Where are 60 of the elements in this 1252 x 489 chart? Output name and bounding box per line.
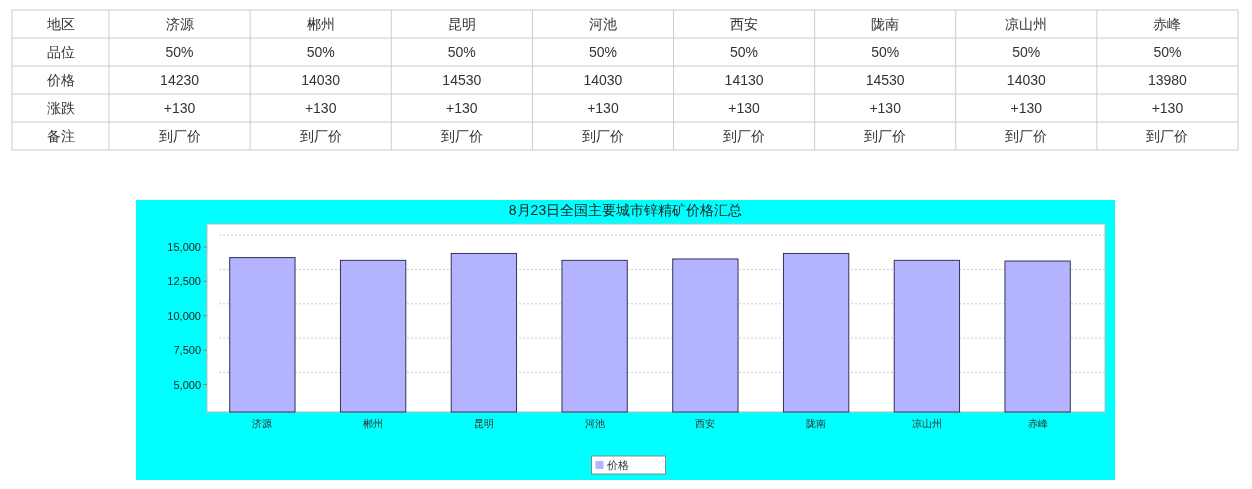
text: 14030 (1006, 72, 1046, 88)
text: 50% (730, 44, 759, 60)
x-tick-label: 赤峰 (1027, 418, 1048, 429)
text: 14530 (865, 72, 905, 88)
x-tick-label: 济源 (252, 418, 273, 429)
text: 到厂价 (299, 128, 342, 144)
y-tick-label: 15,000 (167, 241, 201, 253)
text: 到厂价 (581, 128, 624, 144)
category-label: 济源 (165, 16, 194, 32)
text: 14230 (160, 72, 200, 88)
y-tick-label: 7,500 (173, 344, 201, 357)
text: 到厂价 (723, 128, 766, 144)
x-tick-label: 凉山州 (911, 418, 942, 429)
text: +130 (1151, 100, 1184, 116)
category-label: 西安 (730, 16, 759, 32)
y-tick-label: 5,000 (173, 378, 201, 391)
text: +130 (446, 100, 478, 116)
category-label: 赤峰 (1153, 16, 1182, 32)
text: 到厂价 (1005, 128, 1048, 144)
category-label: 备注 (46, 128, 75, 144)
text: 50% (588, 44, 617, 60)
category-label: 陇南 (871, 16, 900, 32)
category-label: 涨跌 (46, 100, 75, 116)
x-tick-label: 西安 (695, 418, 716, 429)
y-tick-label: 12,500 (167, 275, 201, 288)
text: 50% (306, 44, 335, 60)
category-label: 品位 (46, 44, 75, 60)
text: 到厂价 (1146, 128, 1189, 144)
category-label: 凉山州 (1005, 16, 1048, 32)
text: 50% (871, 44, 900, 60)
chart-title: 8月23日全国主要城市锌精矿价格汇总 (508, 202, 743, 218)
text: 14130 (724, 72, 764, 88)
category-label: 昆明 (447, 16, 476, 32)
text: 到厂价 (440, 128, 483, 144)
text: 50% (1012, 44, 1041, 60)
category-label: 郴州 (306, 16, 335, 32)
text: 地区 (45, 16, 75, 32)
text: 14030 (301, 72, 341, 88)
y-tick-label: 10,000 (167, 309, 201, 322)
text: 50% (165, 44, 194, 60)
category-label: 河池 (588, 16, 617, 32)
text: +130 (587, 100, 619, 116)
x-tick-label: 昆明 (473, 418, 494, 429)
text: 13980 (1147, 72, 1187, 88)
x-tick-label: 陇南 (806, 418, 827, 429)
text: +130 (163, 100, 196, 116)
text: 14530 (442, 72, 482, 88)
text: 50% (1153, 44, 1182, 60)
text: +130 (869, 100, 901, 116)
text: 到厂价 (864, 128, 907, 144)
category-label: 价格 (46, 72, 75, 88)
text: +130 (304, 100, 337, 116)
text: 14030 (583, 72, 623, 88)
text: +130 (728, 100, 760, 116)
text: 50% (447, 44, 476, 60)
text: 到厂价 (158, 128, 201, 144)
x-tick-label: 河池 (584, 418, 605, 429)
x-tick-label: 郴州 (363, 418, 384, 429)
text: +130 (1010, 100, 1043, 116)
text: 价格 (605, 459, 629, 471)
